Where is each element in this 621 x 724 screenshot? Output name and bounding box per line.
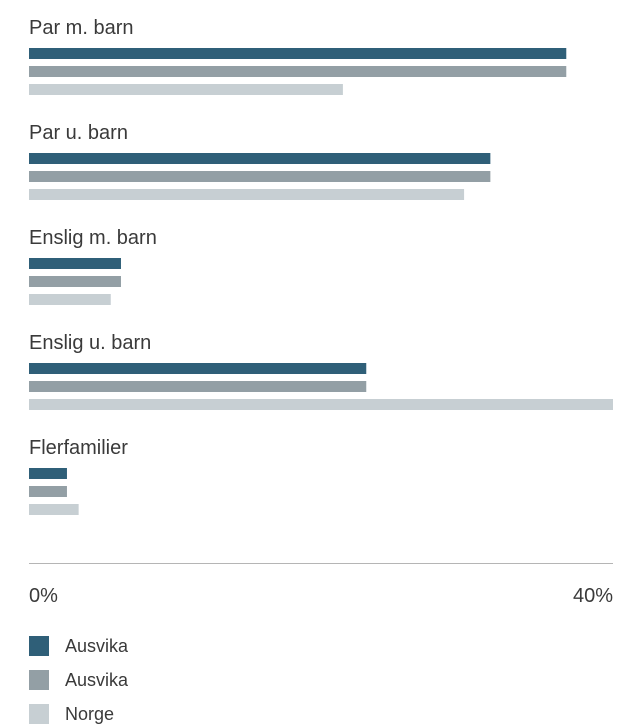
bar [29, 468, 67, 479]
legend: Ausvika Ausvika Norge [29, 636, 129, 724]
bar [29, 276, 121, 287]
category-group: Flerfamilier [29, 437, 128, 515]
x-tick-label-40: 40% [573, 585, 613, 607]
category-group: Enslig m. barn [29, 227, 157, 305]
legend-swatch [29, 636, 49, 656]
category-label: Par m. barn [29, 17, 133, 39]
bar [29, 399, 613, 410]
bar [29, 381, 367, 392]
bar [29, 171, 491, 182]
bar [29, 486, 67, 497]
category-groups: Par m. barn Par u. barn Enslig m. barn Ensl… [29, 17, 613, 515]
bar [29, 504, 79, 515]
bar [29, 48, 567, 59]
legend-item: Norge [29, 704, 114, 724]
category-label: Flerfamilier [29, 437, 128, 459]
legend-label: Norge [65, 704, 114, 724]
bar [29, 363, 367, 374]
category-label: Par u. barn [29, 122, 128, 144]
legend-label: Ausvika [65, 636, 129, 656]
category-group: Enslig u. barn [29, 332, 613, 410]
bar [29, 189, 465, 200]
bar [29, 153, 491, 164]
category-label: Enslig u. barn [29, 332, 151, 354]
bar [29, 258, 121, 269]
legend-label: Ausvika [65, 670, 129, 690]
legend-swatch [29, 704, 49, 724]
category-group: Par u. barn [29, 122, 491, 200]
legend-item: Ausvika [29, 636, 129, 656]
bar [29, 84, 343, 95]
bar [29, 66, 567, 77]
bar [29, 294, 111, 305]
legend-item: Ausvika [29, 670, 129, 690]
category-group: Par m. barn [29, 17, 567, 95]
legend-swatch [29, 670, 49, 690]
x-tick-label-0: 0% [29, 585, 58, 607]
category-label: Enslig m. barn [29, 227, 157, 249]
